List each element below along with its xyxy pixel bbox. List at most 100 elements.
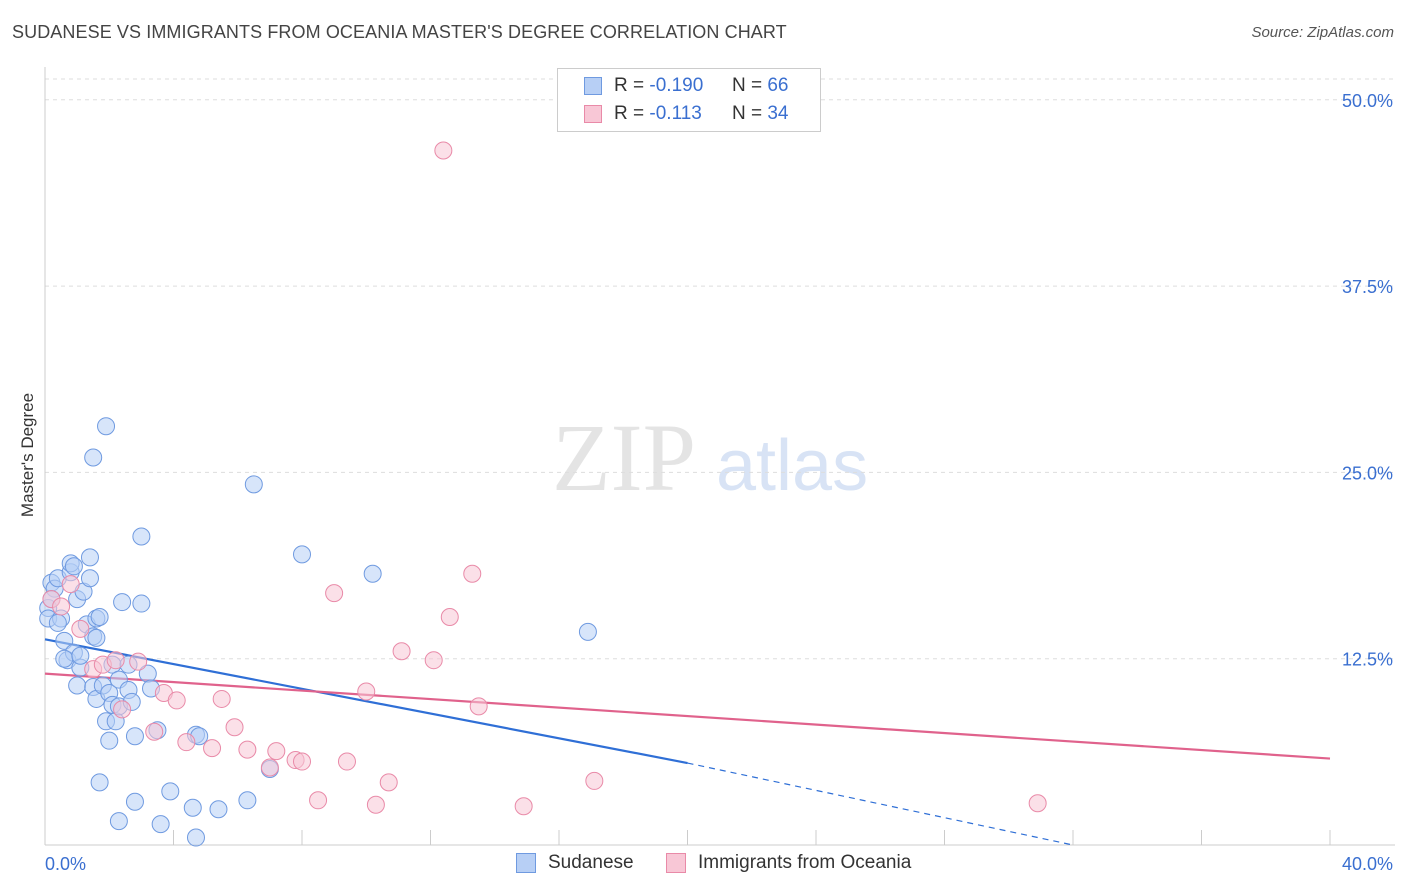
oceania-point [357,682,376,701]
sudanese-point [125,792,144,811]
sudanese-point [293,545,311,564]
oceania-point [106,651,125,670]
sudanese-point [132,527,151,546]
sudanese-trend-extension [687,762,1074,846]
oceania-point [424,651,443,670]
legend-n-value: 34 [767,103,789,124]
sudanese-point [113,593,132,612]
oceania-point [440,607,459,626]
oceania-point [71,619,90,638]
oceania-point [309,791,328,810]
sudanese-point [100,731,119,750]
sudanese-point [80,548,99,567]
oceania-trend-line [44,672,1331,760]
oceania-point [260,758,279,777]
sudanese-point [90,773,109,792]
bottom-legend-oceania: Immigrants from Oceania [666,852,911,874]
oceania-point [267,742,286,761]
sudanese-point [90,607,109,626]
oceania-point [52,597,71,616]
oceania-point [61,575,80,594]
bottom-legend-label: Immigrants from Oceania [698,852,912,873]
x-tick-label: 40.0% [1342,854,1393,874]
zipatlas-watermark: ZIP atlas [552,404,868,511]
tick-labels: 12.5% 25.0% 37.5% 50.0% 0.0% 40.0% [45,91,1393,874]
sudanese-point [97,417,116,436]
oceania-point [514,797,533,816]
axes [44,67,1395,846]
oceania-point [203,739,222,758]
correlation-legend: R = -0.190 N = 66 R = -0.113 N = 34 [557,68,821,132]
y-tick-label: 12.5% [1342,650,1393,670]
oceania-point [293,752,311,771]
legend-r-value: -0.190 [649,75,704,96]
y-tick-label: 37.5% [1342,277,1393,297]
legend-swatch-blue [584,77,602,95]
sudanese-point [64,557,83,576]
sudanese-point [80,569,99,588]
sudanese-point [55,649,74,668]
bottom-swatch-pink [666,853,686,873]
gridlines [45,78,1395,660]
oceania-point [469,697,488,716]
oceania-point [129,652,148,671]
bottom-legend-sudanese: Sudanese [516,852,634,874]
sudanese-point [244,475,263,494]
oceania-point [325,584,344,603]
sudanese-point [125,727,144,746]
sudanese-point [109,812,128,831]
legend-n-label: N = [731,103,763,124]
sudanese-point [209,800,228,819]
data-points [39,141,1047,847]
oceania-point [392,642,411,661]
oceania-point [177,733,196,752]
oceania-point [238,740,257,759]
trend-lines [44,638,1331,846]
sudanese-point [68,676,87,695]
legend-r-value: -0.113 [649,103,702,124]
sudanese-point [87,628,106,647]
x-tick-label: 0.0% [45,854,86,874]
oceania-point [434,141,453,160]
bottom-legend-label: Sudanese [548,852,634,873]
sudanese-point [48,613,67,632]
watermark-atlas: atlas [716,426,868,506]
legend-r-label: R = [614,75,645,96]
y-tick-label: 25.0% [1342,463,1393,483]
sudanese-trend-line [44,638,688,765]
oceania-point [585,771,604,790]
sudanese-point [186,828,205,847]
legend-row-oceania: R = -0.113 N = 34 [584,103,788,125]
source-credit: Source: ZipAtlas.com [1251,24,1394,41]
legend-n-value: 66 [767,75,789,96]
sudanese-point [132,594,151,613]
chart-title: SUDANESE VS IMMIGRANTS FROM OCEANIA MAST… [12,22,787,42]
oceania-point [337,752,356,771]
oceania-point [1028,794,1047,813]
bottom-swatch-blue [516,853,536,873]
sudanese-point [84,448,103,467]
oceania-point [113,700,132,719]
sudanese-point [151,815,170,834]
oceania-point [463,564,482,583]
oceania-point [366,795,385,814]
oceania-point [379,773,398,792]
oceania-point [225,718,244,737]
sudanese-point [183,798,202,817]
legend-row-sudanese: R = -0.190 N = 66 [584,75,788,97]
sudanese-point [238,791,257,810]
sudanese-point [161,782,180,801]
watermark-zip: ZIP [552,404,696,511]
legend-r-label: R = [614,103,645,124]
oceania-point [145,722,164,741]
sudanese-point [71,646,90,665]
oceania-point [212,689,231,708]
legend-n-label: N = [731,75,763,96]
sudanese-point [363,564,382,583]
sudanese-point [55,631,74,650]
oceania-point [167,691,186,710]
sudanese-point [578,622,597,641]
legend-swatch-pink [584,105,602,123]
y-tick-label: 50.0% [1342,91,1393,111]
